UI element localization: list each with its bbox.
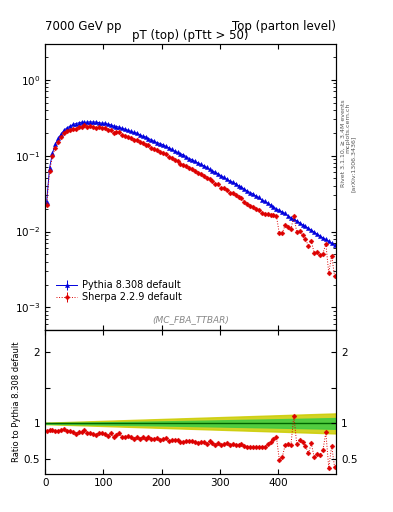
Text: 7000 GeV pp: 7000 GeV pp (45, 20, 122, 33)
Text: Rivet 3.1.10, ≥ 3.4M events: Rivet 3.1.10, ≥ 3.4M events (341, 99, 346, 187)
Text: mcplots.cern.ch: mcplots.cern.ch (346, 103, 351, 153)
Text: Top (parton level): Top (parton level) (232, 20, 336, 33)
Title: pT (top) (pTtt > 50): pT (top) (pTtt > 50) (132, 29, 249, 42)
Y-axis label: Ratio to Pythia 8.308 default: Ratio to Pythia 8.308 default (12, 342, 21, 462)
Text: [arXiv:1306.3436]: [arXiv:1306.3436] (351, 136, 356, 192)
Legend: Pythia 8.308 default, Sherpa 2.2.9 default: Pythia 8.308 default, Sherpa 2.2.9 defau… (56, 281, 182, 303)
Text: (MC_FBA_TTBAR): (MC_FBA_TTBAR) (152, 315, 229, 325)
